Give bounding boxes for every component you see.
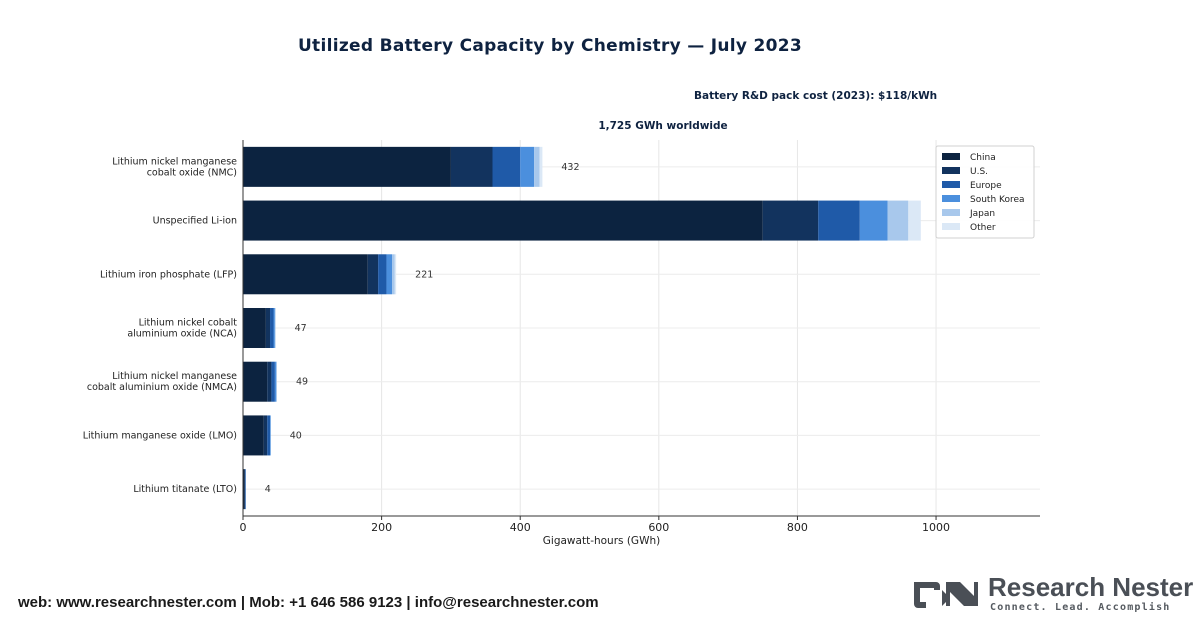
bar-segment <box>520 146 535 187</box>
chart-annotation-total: 1,725 GWh worldwide <box>598 120 728 132</box>
bar-segment <box>270 308 274 348</box>
x-tick-label: 400 <box>510 521 531 534</box>
bar-segment <box>243 200 763 241</box>
category-label: Lithium manganese oxide (LMO) <box>83 430 237 441</box>
category-label: Lithium nickel manganese <box>112 156 237 167</box>
legend-swatch <box>942 181 960 188</box>
legend-label: Japan <box>969 209 995 219</box>
bar-segment <box>276 361 277 402</box>
bar-segment <box>243 254 368 295</box>
bar-segment <box>274 308 276 348</box>
brand-logo: Research Nester Connect. Lead. Accomplis… <box>910 572 1194 618</box>
bar-total-label: 221 <box>415 269 433 280</box>
bar-segment <box>378 254 387 295</box>
category-label: cobalt oxide (NMC) <box>147 167 237 178</box>
bar-segment <box>273 308 275 348</box>
bar-segment <box>243 146 451 187</box>
bar-total-label: 40 <box>290 430 302 441</box>
x-tick-label: 800 <box>787 521 808 534</box>
bar-segment <box>267 415 271 456</box>
legend-swatch <box>942 209 960 216</box>
bar-segment <box>859 200 888 241</box>
brand-name: Research Nester <box>988 572 1194 602</box>
bar-segment <box>270 415 271 456</box>
category-label: aluminium oxide (NCA) <box>127 329 237 340</box>
bar-segment <box>245 469 246 510</box>
bar-total-label: 49 <box>296 377 308 388</box>
category-label: Lithium nickel cobalt <box>139 318 238 329</box>
category-label: Lithium nickel manganese <box>112 371 237 382</box>
bar-segment <box>392 254 395 295</box>
category-label: cobalt aluminium oxide (NMCA) <box>87 382 237 393</box>
chart-title: Utilized Battery Capacity by Chemistry —… <box>297 36 803 56</box>
bar-segment <box>243 361 268 402</box>
legend-label: Europe <box>970 181 1002 191</box>
legend-swatch <box>942 167 960 174</box>
x-tick-label: 1000 <box>922 521 950 534</box>
category-label: Unspecified Li-ion <box>153 216 237 227</box>
legend-label: China <box>970 153 996 163</box>
x-tick-label: 200 <box>371 521 392 534</box>
bar-segment <box>243 469 245 510</box>
bar-segment <box>534 146 540 187</box>
legend-swatch <box>942 153 960 160</box>
bar-segment <box>887 200 909 241</box>
x-axis-label: Gigawatt-hours (GWh) <box>543 535 660 547</box>
bar-segment <box>367 254 379 295</box>
legend-label: Other <box>970 223 996 233</box>
bar-segment <box>386 254 393 295</box>
bar-segment <box>762 200 819 241</box>
bar-segment <box>394 254 397 295</box>
bar-total-label: 47 <box>295 323 307 334</box>
legend-swatch <box>942 223 960 230</box>
bar-segment <box>263 415 268 456</box>
bar-segment <box>274 361 277 402</box>
bar-total-label: 432 <box>561 162 579 173</box>
category-label: Lithium iron phosphate (LFP) <box>100 269 237 280</box>
bar-segment <box>265 308 271 348</box>
legend-swatch <box>942 195 960 202</box>
category-label: Lithium titanate (LTO) <box>133 484 237 495</box>
bar-segment <box>539 146 543 187</box>
x-tick-label: 600 <box>648 521 669 534</box>
bar-segment <box>244 469 246 510</box>
bar-segment <box>243 308 266 348</box>
legend-box <box>935 145 1035 239</box>
research-nester-logo-icon <box>914 582 978 608</box>
legend-label: U.S. <box>970 167 988 177</box>
brand-tagline: Connect. Lead. Accomplish <box>990 602 1171 613</box>
chart-annotation-cost: Battery R&D pack cost (2023): $118/kWh <box>694 90 938 102</box>
bar-segment <box>908 200 921 241</box>
bar-segment <box>492 146 521 187</box>
bar-segment <box>267 361 272 402</box>
bar-segment <box>271 361 275 402</box>
bar-segment <box>243 415 264 456</box>
legend-label: South Korea <box>970 195 1025 205</box>
x-tick-label: 0 <box>240 521 247 534</box>
bar-segment <box>450 146 493 187</box>
bar-total-label: 4 <box>265 484 271 495</box>
footer-contact: web: www.researchnester.com | Mob: +1 64… <box>18 594 599 611</box>
bar-segment <box>818 200 860 241</box>
